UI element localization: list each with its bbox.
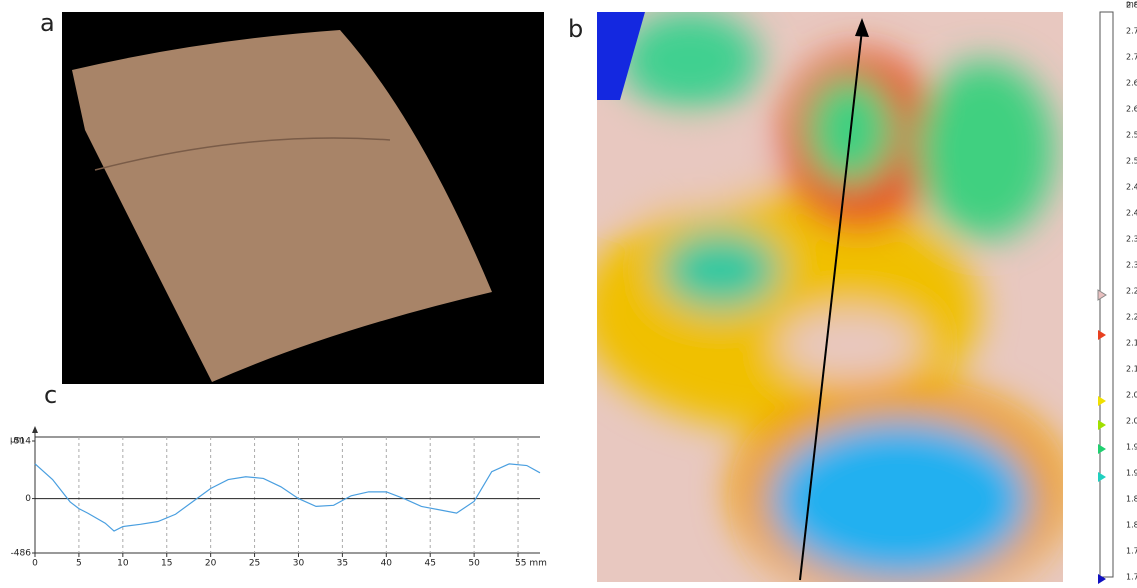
colorbar-label: 1.9 — [1126, 469, 1137, 478]
colorbar-label: 2.7 — [1126, 27, 1137, 36]
x-tick-label: 25 — [249, 559, 260, 569]
colorbar-label: 2.7 — [1126, 53, 1137, 62]
x-tick-label: 20 — [205, 559, 217, 569]
colorbar-label: 2.6 — [1126, 79, 1137, 88]
profile-curve — [35, 464, 540, 531]
colorbar-label: 1.7 — [1126, 547, 1137, 556]
colorbar-label: 2.0 — [1126, 391, 1137, 400]
colorbar-label: 2.8 — [1126, 1, 1137, 10]
x-tick-label: 55 mm — [515, 559, 547, 569]
colorbar-label: 2.4 — [1126, 183, 1137, 192]
height-map — [580, 10, 1070, 584]
colorbar-label: 2.5 — [1126, 131, 1137, 140]
colorbar-label: 2.6 — [1126, 105, 1137, 114]
x-tick-label: 15 — [161, 559, 172, 569]
y-axis-arrow — [32, 426, 38, 433]
colorbar-label: 2.3 — [1126, 261, 1137, 270]
panel-label: b — [568, 15, 583, 43]
y-tick-label: 514 — [14, 437, 31, 447]
y-tick-label: 0 — [25, 494, 31, 504]
colorbar-label: 2.3 — [1126, 235, 1137, 244]
x-tick-label: 5 — [76, 559, 82, 569]
colorbar-label: 2.1 — [1126, 339, 1137, 348]
x-tick-label: 35 — [337, 559, 348, 569]
x-tick-label: 30 — [293, 559, 305, 569]
colorbar-label: 2.2 — [1126, 287, 1137, 296]
y-tick-label: -486 — [11, 549, 32, 559]
colorbar-label: 2.0 — [1126, 417, 1137, 426]
colorbar-label: 2.2 — [1126, 313, 1137, 322]
colorbar-label: 2.4 — [1126, 209, 1137, 218]
panel-label: c — [44, 381, 57, 409]
colorbar-label: 1.8 — [1126, 521, 1137, 530]
figure: a b mm c µm 2.82.72.72.62 — [0, 0, 1137, 584]
x-tick-label: 50 — [468, 559, 480, 569]
x-tick-label: 45 — [424, 559, 435, 569]
colorbar-label: 1.7 — [1126, 573, 1137, 582]
x-tick-label: 10 — [117, 559, 129, 569]
x-tick-label: 40 — [381, 559, 393, 569]
x-tick-label: 0 — [32, 559, 38, 569]
colorbar-label: 2.5 — [1126, 157, 1137, 166]
colorbar-label: 1.8 — [1126, 495, 1137, 504]
colorbar-label: 2.1 — [1126, 365, 1137, 374]
colorbar-label: 1.9 — [1126, 443, 1137, 452]
panel-label: a — [40, 9, 55, 37]
